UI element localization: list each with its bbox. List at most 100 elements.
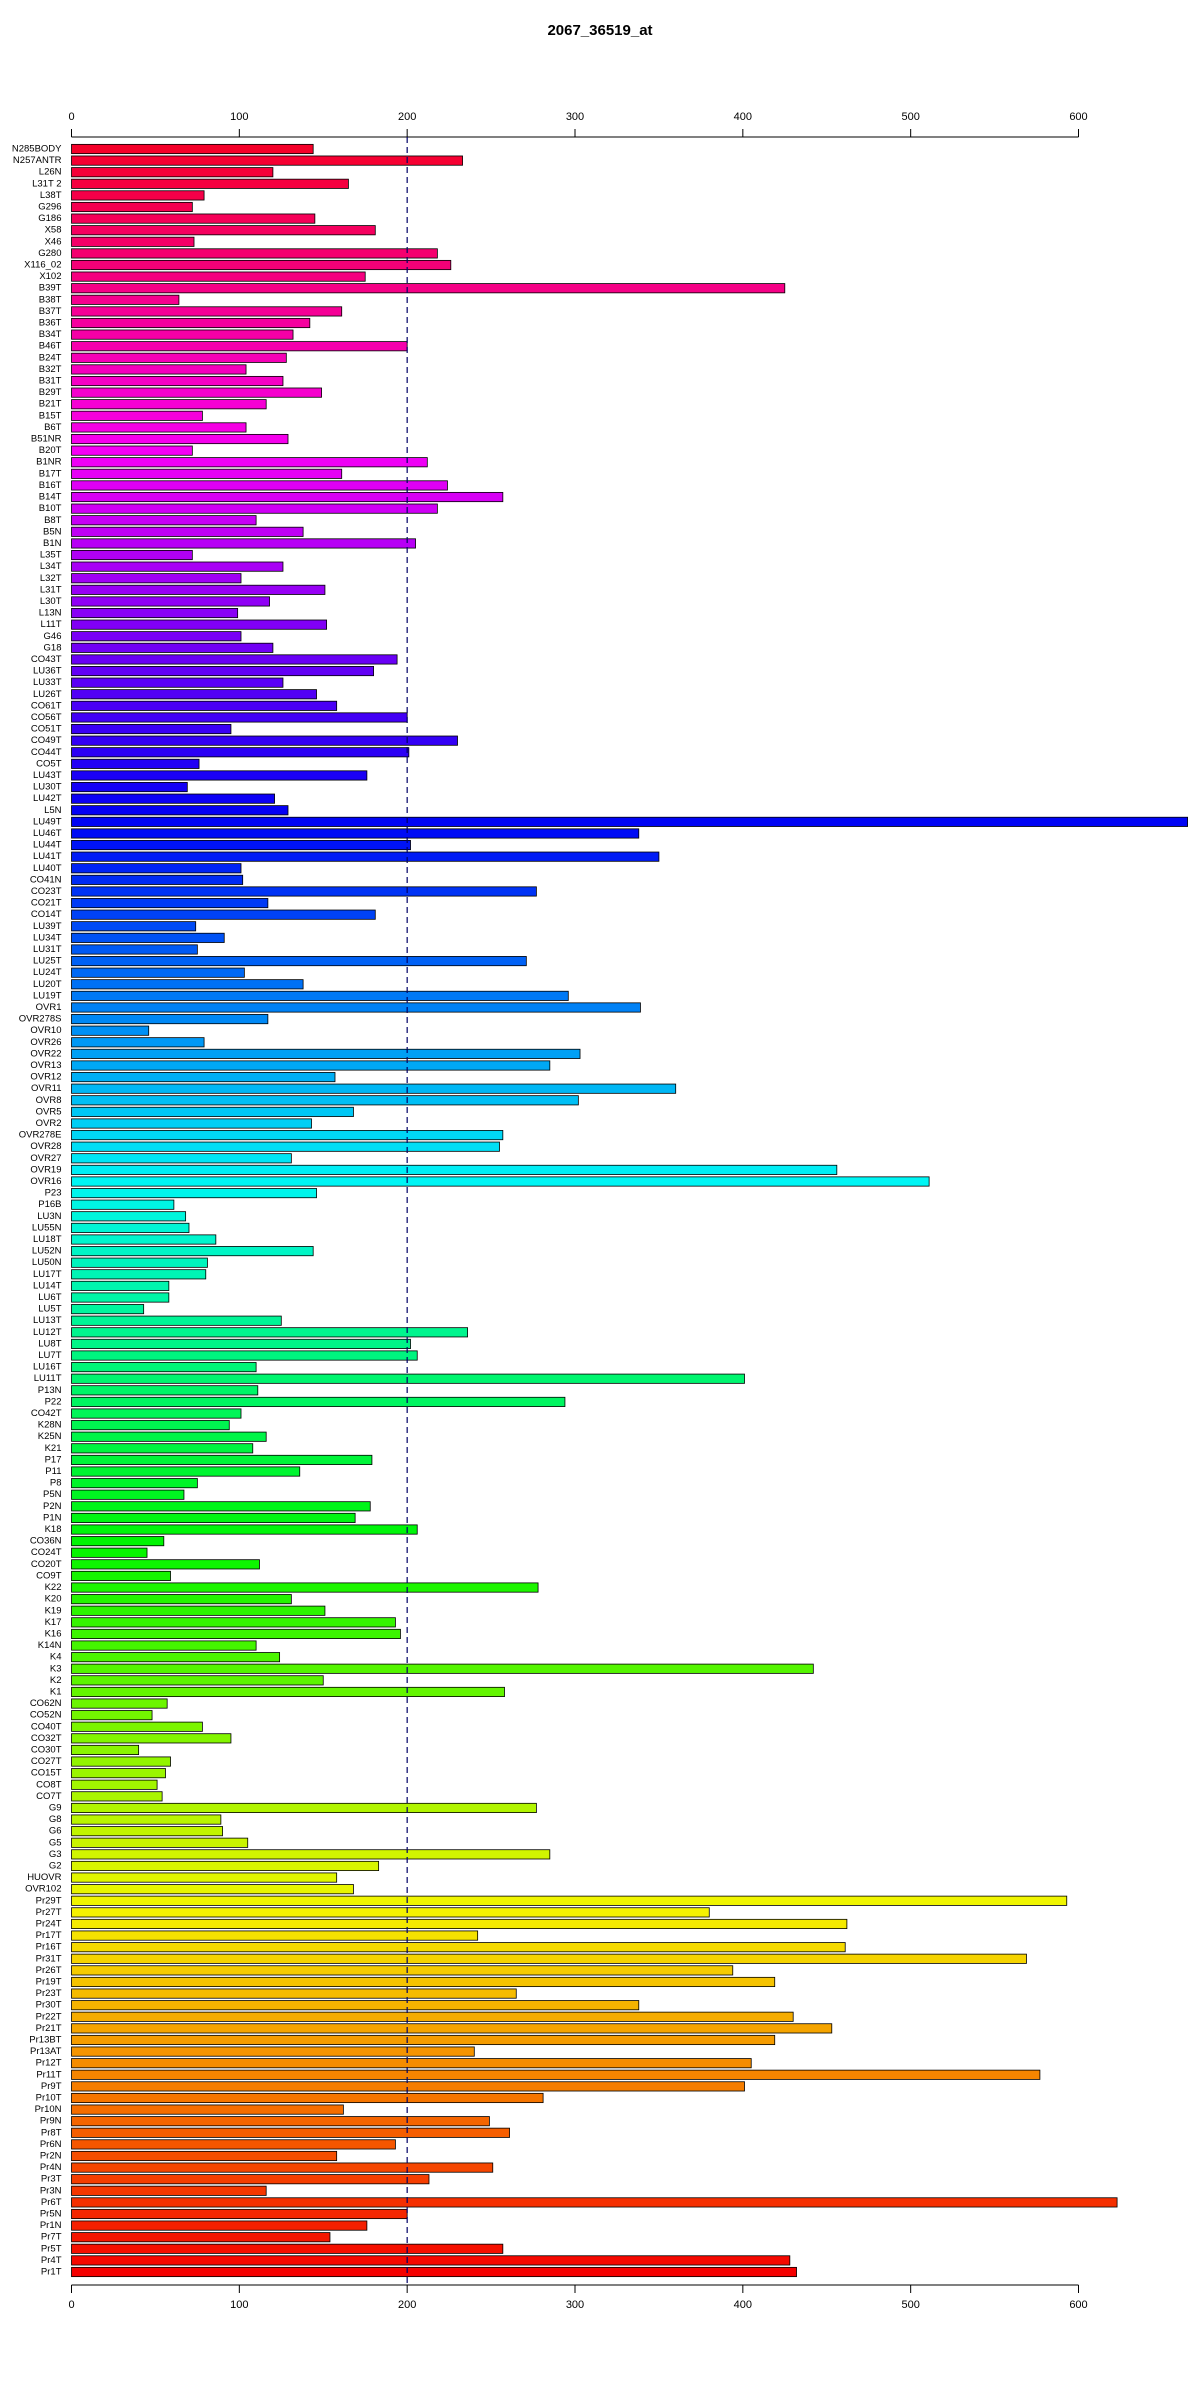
bar [71,921,197,932]
category-label: K14N [38,1640,62,1651]
category-label: P23 [45,1188,62,1199]
bar [71,631,242,642]
category-label: Pr27T [36,1907,62,1918]
bar [71,1570,171,1581]
x-tick-label: 400 [734,111,752,123]
category-label: L32T [40,573,62,584]
bar [71,422,247,433]
category-label: K16 [45,1628,62,1639]
bar [71,2266,797,2278]
bar [71,1269,207,1280]
bar [71,225,376,236]
x-tick-label: 600 [1069,111,1087,123]
category-label: LU3N [37,1211,61,1222]
category-label: B36T [39,318,62,329]
category-label: OVR278E [19,1130,62,1141]
bar [71,1895,1068,1906]
category-label: OVR22 [30,1048,61,1059]
bar [71,1652,281,1663]
category-label: OVR10 [30,1025,61,1036]
bar [71,271,366,282]
bar [71,1304,145,1315]
bar [71,1431,267,1442]
bar [71,1188,317,1199]
bar [71,213,316,224]
bar [71,2232,331,2243]
bar [71,236,195,247]
bar [71,1501,371,1512]
bar [71,1420,230,1431]
category-label: X102 [39,271,61,282]
bar [71,1211,187,1222]
bar [71,457,428,468]
category-label: LU43T [33,770,62,781]
category-label: LU52N [32,1246,62,1257]
bar [71,1234,217,1245]
bar [71,375,284,387]
category-label: G46 [44,631,62,642]
bar [71,1002,641,1013]
bar [71,329,294,340]
category-label: Pr3T [41,2174,62,2185]
category-label: CO9T [36,1570,62,1581]
bar [71,1292,170,1303]
bar [71,1396,566,1407]
category-label: HUOVR [27,1872,61,1883]
category-label: P13N [38,1385,62,1396]
bar [71,1779,158,1790]
category-label: OVR5 [36,1106,62,1117]
bar [71,1837,249,1848]
category-label: K3 [50,1663,62,1674]
bar [71,1605,326,1616]
x-tick-label: 100 [230,2299,248,2311]
bar [71,666,375,677]
category-label: OVR13 [30,1060,61,1071]
category-label: Pr10T [36,2092,62,2103]
bar [71,712,408,723]
bar [71,1454,373,1465]
bar [71,1315,282,1326]
bar [71,167,274,178]
category-label: P8 [50,1478,62,1489]
category-label: CO36N [30,1536,62,1547]
category-label: L13N [39,608,62,619]
bar [71,573,242,584]
category-label: K22 [45,1582,62,1593]
category-label: B20T [39,445,62,456]
bar [71,1686,505,1697]
bar [71,932,225,943]
category-label: K1 [50,1686,62,1697]
category-label: Pr31T [36,1953,62,1964]
category-label: CO61T [31,700,62,711]
bar [71,596,270,607]
category-label: LU11T [34,1373,62,1384]
category-label: LU30T [33,782,62,793]
category-label: Pr3N [40,2185,62,2196]
category-label: LU18T [33,1234,62,1245]
bar [71,1617,396,1628]
category-label: L26N [39,167,62,178]
category-label: Pr26T [36,1965,62,1976]
bar [71,1095,579,1106]
bar [71,2069,1041,2080]
category-label: B1NR [36,457,61,468]
bar [71,2185,267,2196]
category-label: K4 [50,1652,62,1663]
category-label: G8 [49,1814,62,1825]
bar [71,863,242,874]
category-label: K28N [38,1420,62,1431]
bar [71,1222,190,1233]
category-label: X116_02 [24,260,61,271]
bar [71,793,275,804]
bar [71,1536,165,1547]
bar [71,1756,171,1767]
x-tick-label: 400 [734,2299,752,2311]
bar [71,2197,1118,2208]
category-label: OVR1 [36,1002,62,1013]
category-label: LU31T [33,944,62,955]
bar [71,445,193,456]
bar [71,2034,776,2046]
category-label: LU44T [33,840,62,851]
category-label: Pr7T [41,2232,62,2243]
bar [71,317,311,329]
